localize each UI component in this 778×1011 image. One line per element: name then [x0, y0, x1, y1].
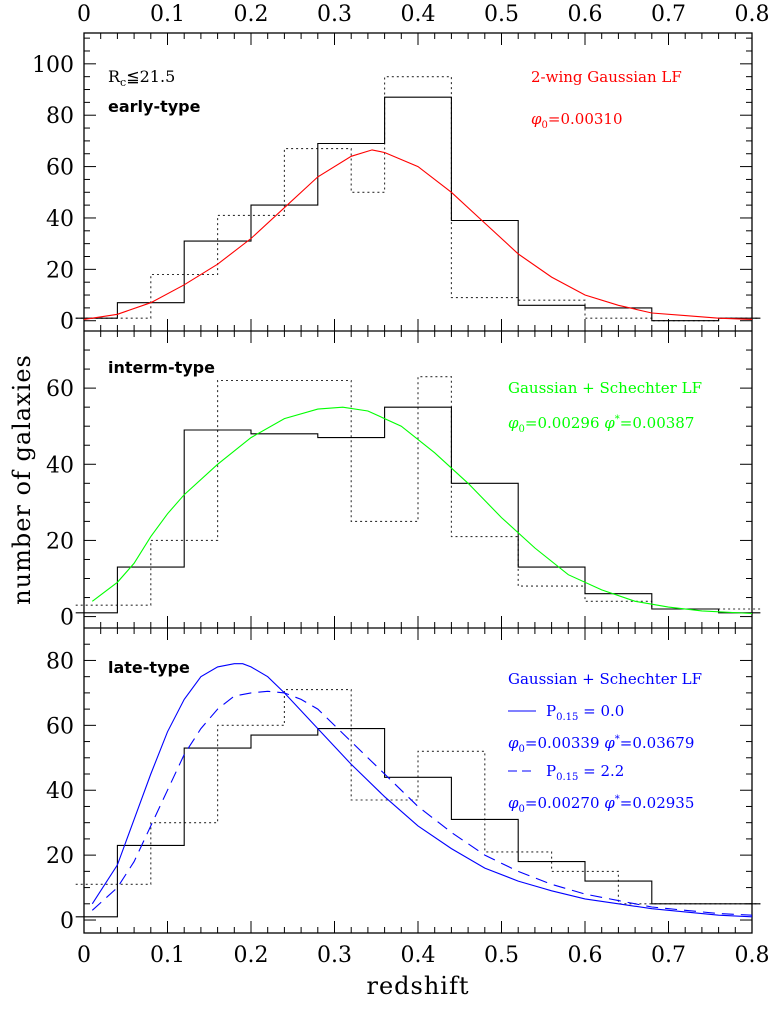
model-curve-solid — [91, 406, 753, 615]
dotted-histogram — [75, 689, 761, 905]
legend-title: Gaussian + Schechter LF — [508, 379, 702, 397]
model-curve-dashed — [91, 690, 753, 916]
legend-title: 2-wing Gaussian LF — [531, 68, 682, 86]
panel-late: 0 20 40 60 80 late-type Gaussian + Schechter L… — [46, 643, 761, 934]
legend-phi-line: φ0=0.00296 φ*=0.00387 — [508, 414, 694, 435]
x-tick-label-top: 0.1 — [150, 2, 185, 27]
note-value: ≦21.5 — [126, 67, 175, 86]
y-tick-label: 20 — [46, 844, 74, 869]
x-tick-label-bottom: 0.4 — [401, 943, 436, 968]
phi0-value: =0.00339 — [525, 734, 600, 752]
phi0-value: =0.00270 — [525, 794, 600, 812]
y-tick-label: 80 — [46, 649, 74, 674]
model-curve-solid — [91, 663, 753, 918]
p-value: = 2.2 — [578, 762, 624, 780]
y-tick-label: 60 — [46, 714, 74, 739]
x-tick-label-bottom: 0.8 — [735, 943, 770, 968]
x-tick-label-top: 0.2 — [234, 2, 269, 27]
x-tick-label-bottom: 0.3 — [317, 943, 352, 968]
solid-histogram — [75, 406, 761, 614]
phi-subscript: 0 — [542, 120, 548, 131]
y-tick-label: 100 — [32, 53, 74, 78]
phistar-value: =0.00387 — [620, 414, 695, 432]
solid-histogram — [75, 96, 761, 322]
y-tick-label: 40 — [46, 207, 74, 232]
x-tick-label-bottom: 0.1 — [150, 943, 185, 968]
legend-title: Gaussian + Schechter LF — [508, 670, 702, 688]
phistar-symbol: φ — [604, 414, 615, 432]
x-tick-label-bottom: 0.6 — [568, 943, 603, 968]
phistar-superscript: * — [615, 794, 620, 805]
panel-label: interm-type — [108, 358, 215, 377]
p-subscript: 0.15 — [556, 712, 578, 723]
x-tick-label-bottom: 0.5 — [484, 943, 519, 968]
legend-title: Gaussian + Schechter LF — [508, 379, 702, 397]
phi-subscript: 0 — [519, 744, 525, 755]
phi0-value: =0.00296 — [525, 414, 600, 432]
legend-p-line: P0.15 = 0.0 — [546, 702, 624, 723]
legend-title: 2-wing Gaussian LF — [531, 68, 682, 86]
y-tick-label: 80 — [46, 104, 74, 129]
phi-symbol: φ — [508, 794, 519, 812]
phi-symbol: φ — [531, 110, 542, 128]
note-subscript: c — [120, 76, 126, 89]
legend-title: Gaussian + Schechter LF — [508, 670, 702, 688]
y-tick-label: 0 — [60, 909, 74, 934]
phi-subscript: 0 — [519, 804, 525, 815]
x-axis-title: redshift — [366, 972, 469, 1000]
p-value: = 0.0 — [578, 702, 624, 720]
x-tick-label-top: 0.4 — [401, 2, 436, 27]
x-tick-label-bottom: 0.2 — [234, 943, 269, 968]
y-axis-title: number of galaxies — [8, 354, 36, 605]
legend-phi-line: φ0=0.00310 — [531, 110, 623, 131]
phistar-symbol: φ — [604, 794, 615, 812]
x-tick-label-top: 0.7 — [651, 2, 686, 27]
legend-phi-line: φ0=0.00270 φ*=0.02935 — [508, 794, 694, 815]
panel-interm: 0 20 40 60 interm-type Gaussian + Schechter L… — [46, 349, 761, 631]
legend: 2-wing Gaussian LF φ0=0.00310 — [531, 68, 682, 131]
p-symbol: P — [546, 762, 556, 780]
phi-symbol: φ — [508, 734, 519, 752]
y-tick-label: 0 — [60, 606, 74, 631]
model-curve-solid — [83, 149, 753, 320]
p-symbol: P — [546, 702, 556, 720]
phi-subscript: 0 — [519, 424, 525, 435]
x-tick-label-top: 0.3 — [317, 2, 352, 27]
y-tick-label: 60 — [46, 377, 74, 402]
y-tick-label: 40 — [46, 779, 74, 804]
phistar-superscript: * — [615, 734, 620, 745]
y-tick-label: 40 — [46, 453, 74, 478]
phistar-symbol: φ — [604, 734, 615, 752]
solid-histogram — [75, 728, 761, 918]
x-tick-label-top: 0.8 — [735, 2, 770, 27]
x-tick-label-top: 0.5 — [484, 2, 519, 27]
phistar-value: =0.03679 — [620, 734, 695, 752]
phistar-value: =0.02935 — [620, 794, 695, 812]
panel-label: early-type — [108, 97, 201, 116]
x-tick-label-bottom: 0.7 — [651, 943, 686, 968]
dotted-histogram — [75, 376, 761, 610]
magnitude-limit-note: Rc≦21.5 — [108, 67, 175, 89]
y-tick-label: 60 — [46, 156, 74, 181]
x-tick-label-bottom: 0 — [77, 943, 91, 968]
y-tick-label: 0 — [60, 310, 74, 335]
phi0-value: =0.00310 — [548, 110, 623, 128]
x-tick-label-top: 0 — [77, 2, 91, 27]
p-subscript: 0.15 — [556, 772, 578, 783]
note-symbol: R — [108, 67, 121, 86]
panel-label: late-type — [108, 658, 190, 677]
phistar-superscript: * — [615, 414, 620, 425]
y-tick-label: 20 — [46, 258, 74, 283]
dotted-histogram — [75, 76, 761, 322]
legend-phi-line: φ0=0.00339 φ*=0.03679 — [508, 734, 694, 755]
x-tick-label-top: 0.6 — [568, 2, 603, 27]
phi-symbol: φ — [508, 414, 519, 432]
panel-early: 0 20 40 60 80 100 early-type Rc≦21.5 2-wing Gaus… — [32, 37, 761, 335]
y-tick-label: 20 — [46, 529, 74, 554]
legend-p-line: P0.15 = 2.2 — [546, 762, 624, 783]
